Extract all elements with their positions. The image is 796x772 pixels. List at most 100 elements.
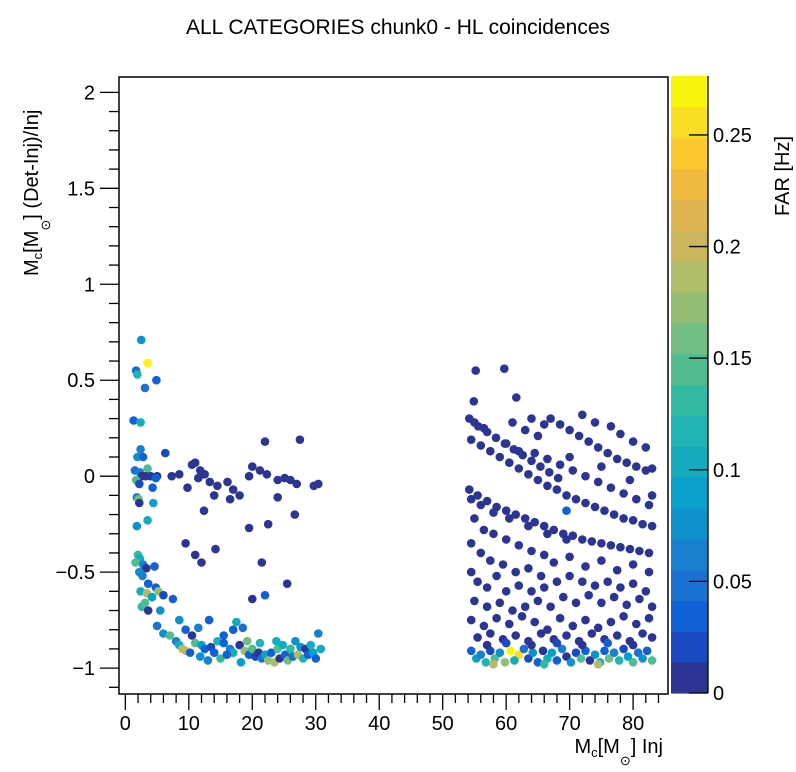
- data-point: [552, 638, 562, 648]
- data-point: [486, 446, 495, 456]
- data-point: [311, 654, 321, 663]
- data-point: [505, 458, 514, 468]
- data-point: [527, 640, 536, 650]
- data-point: [543, 481, 552, 491]
- data-point: [533, 475, 543, 485]
- colorbar-band: [671, 168, 708, 200]
- colorbar-band: [671, 199, 708, 231]
- data-point: [482, 496, 492, 506]
- data-point: [190, 550, 200, 560]
- x-tick-label: 40: [368, 713, 390, 735]
- data-point: [222, 650, 232, 659]
- data-point: [152, 375, 161, 385]
- data-point: [543, 529, 552, 539]
- data-point: [156, 606, 165, 615]
- data-point: [500, 364, 509, 374]
- data-point: [501, 439, 511, 448]
- data-point: [587, 629, 597, 638]
- data-point: [205, 477, 215, 487]
- data-point: [609, 648, 619, 657]
- data-point: [203, 656, 213, 665]
- colorbar-band: [671, 384, 708, 416]
- data-point: [181, 539, 190, 548]
- data-point: [552, 485, 562, 494]
- data-point: [235, 640, 244, 650]
- data-point: [597, 598, 606, 608]
- data-point: [581, 562, 590, 571]
- data-point: [612, 631, 622, 640]
- data-point: [473, 491, 482, 500]
- x-tick-label: 70: [558, 713, 580, 735]
- data-point: [606, 483, 616, 493]
- data-point: [273, 493, 283, 502]
- data-point: [552, 577, 562, 586]
- data-point: [557, 644, 567, 654]
- data-point: [314, 479, 323, 489]
- data-point: [553, 473, 563, 483]
- data-point: [495, 452, 505, 462]
- data-point: [204, 615, 214, 625]
- data-point: [129, 416, 138, 425]
- data-point: [506, 646, 515, 656]
- x-tick-label: 30: [305, 713, 327, 735]
- data-point: [466, 615, 476, 625]
- data-point: [190, 458, 200, 468]
- data-point: [244, 471, 254, 481]
- data-point: [566, 658, 576, 667]
- chart-title: ALL CATEGORIES chunk0 - HL coincidences: [186, 16, 610, 39]
- data-point: [527, 546, 536, 556]
- x-tick-label: 80: [622, 713, 644, 735]
- data-point: [555, 613, 565, 623]
- data-point: [533, 431, 543, 441]
- data-point: [565, 552, 574, 562]
- data-point: [549, 558, 559, 567]
- data-point: [476, 441, 486, 450]
- data-point: [197, 558, 206, 567]
- data-point: [500, 658, 510, 667]
- data-point: [278, 640, 288, 650]
- data-point: [632, 619, 641, 629]
- data-point: [492, 613, 501, 623]
- data-point: [482, 602, 492, 611]
- data-point: [161, 448, 170, 458]
- data-point: [228, 625, 238, 634]
- data-point: [536, 629, 546, 638]
- data-point: [517, 612, 527, 621]
- data-point: [612, 565, 622, 575]
- data-point: [151, 473, 161, 483]
- data-point: [187, 631, 197, 640]
- data-point: [600, 506, 609, 515]
- colorbar-band: [671, 415, 708, 447]
- data-point: [571, 494, 581, 504]
- data-point: [168, 594, 178, 604]
- colorbar-band: [671, 446, 708, 478]
- data-point: [555, 420, 565, 429]
- data-point: [539, 550, 549, 560]
- data-point: [489, 508, 498, 517]
- data-point: [135, 479, 144, 489]
- data-point: [194, 623, 203, 633]
- data-point: [587, 537, 597, 546]
- data-point: [216, 654, 225, 663]
- data-point: [476, 500, 486, 510]
- data-point: [491, 433, 501, 443]
- colorbar-band: [671, 538, 708, 571]
- data-point: [593, 623, 603, 633]
- data-point: [565, 425, 574, 435]
- data-point: [519, 644, 529, 654]
- data-point: [616, 542, 625, 552]
- data-point: [578, 410, 587, 420]
- data-point: [492, 571, 501, 581]
- data-point: [232, 617, 241, 627]
- data-point: [486, 629, 495, 638]
- data-point: [520, 602, 530, 611]
- data-point: [539, 420, 549, 429]
- data-point: [498, 560, 508, 569]
- x-tick-label: 0: [120, 713, 131, 735]
- data-point: [647, 491, 657, 500]
- data-point: [603, 577, 612, 586]
- data-point: [562, 506, 571, 515]
- data-point: [466, 646, 476, 656]
- data-point: [482, 640, 492, 650]
- data-point: [619, 514, 628, 523]
